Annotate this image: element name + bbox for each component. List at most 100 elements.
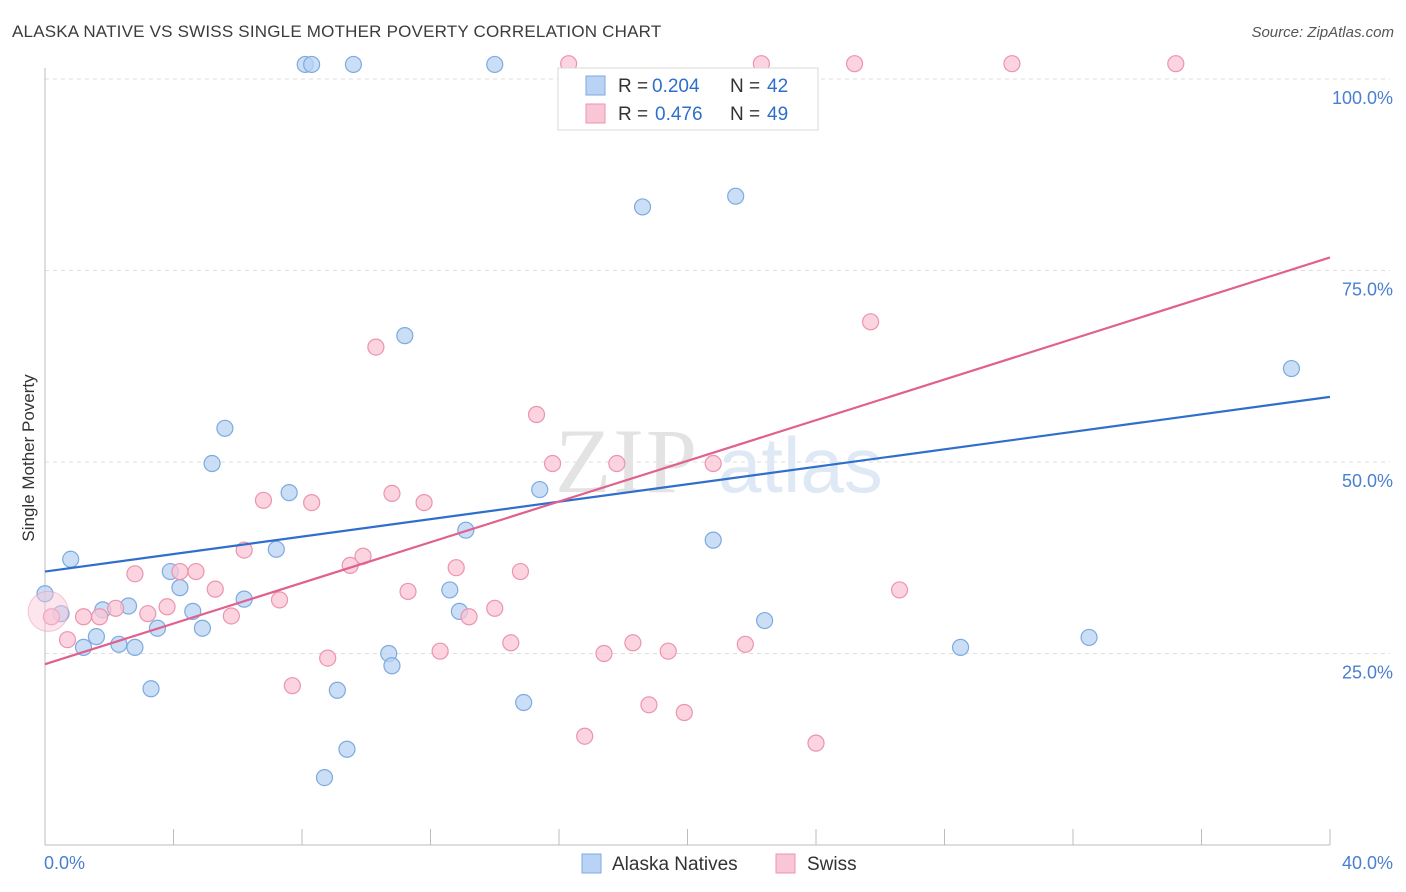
point-swiss-2 bbox=[74, 608, 93, 626]
point-alaska-28 bbox=[396, 327, 414, 345]
point-swiss-39 bbox=[675, 703, 693, 722]
legend-top: R = 0.204 N = 42 R = 0.476 N = 49 bbox=[557, 67, 819, 131]
point-alaska-41 bbox=[1282, 359, 1301, 378]
point-swiss-21 bbox=[383, 484, 401, 503]
point-alaska-34 bbox=[531, 480, 549, 499]
point-alaska-33 bbox=[515, 693, 533, 712]
point-swiss-16 bbox=[303, 493, 321, 512]
y-tick-label-75: 75.0% bbox=[1342, 280, 1393, 300]
point-alaska-12 bbox=[171, 579, 189, 597]
point-swiss-33 bbox=[576, 727, 594, 745]
point-swiss-45 bbox=[862, 313, 880, 331]
point-swiss-15 bbox=[283, 677, 301, 695]
point-alaska-16 bbox=[216, 419, 234, 437]
point-alaska-40 bbox=[1080, 628, 1098, 647]
point-alaska-36 bbox=[704, 531, 722, 549]
x-tick-label-min: 0.0% bbox=[44, 853, 85, 873]
point-swiss-1 bbox=[58, 631, 77, 649]
point-swiss-10 bbox=[206, 580, 224, 598]
point-swiss-34 bbox=[595, 644, 613, 663]
point-alaska-9 bbox=[142, 680, 160, 698]
point-swiss-17 bbox=[319, 649, 337, 667]
point-swiss-44 bbox=[845, 55, 864, 73]
point-swiss-37 bbox=[640, 696, 658, 714]
point-swiss-3 bbox=[91, 608, 109, 626]
point-swiss-35 bbox=[608, 454, 626, 473]
point-swiss-43 bbox=[807, 734, 825, 752]
point-swiss-11 bbox=[222, 607, 240, 625]
legend-bottom: Alaska Natives Swiss bbox=[581, 853, 857, 875]
legend-swatch-alaska bbox=[585, 75, 606, 96]
point-swiss-47 bbox=[1003, 55, 1021, 73]
point-swiss-26 bbox=[460, 608, 478, 626]
point-alaska-35 bbox=[633, 198, 652, 216]
point-alaska-27 bbox=[383, 657, 401, 675]
point-alaska-37 bbox=[727, 187, 745, 205]
legend-bottom-swatch-swiss bbox=[775, 853, 796, 874]
y-axis-title: Single Mother Poverty bbox=[19, 374, 38, 542]
point-alaska-24 bbox=[338, 740, 356, 758]
axes-layer bbox=[44, 68, 1331, 846]
point-swiss-25 bbox=[447, 559, 465, 577]
point-swiss-cluster bbox=[27, 590, 69, 632]
point-swiss-8 bbox=[171, 562, 189, 581]
labels-layer: 25.0% 50.0% 75.0% 100.0% 0.0% 40.0% Single Mot… bbox=[19, 88, 1393, 873]
trend-layer bbox=[44, 256, 1331, 666]
legend-r-value-alaska: 0.204 bbox=[652, 76, 700, 97]
point-swiss-27 bbox=[486, 599, 504, 617]
point-swiss-29 bbox=[511, 562, 530, 581]
legend-n-value-alaska: 42 bbox=[767, 76, 788, 97]
point-alaska-4 bbox=[87, 628, 106, 646]
point-swiss-41 bbox=[736, 635, 754, 653]
watermark-atlas: atlas bbox=[718, 421, 883, 509]
point-swiss-4 bbox=[107, 599, 125, 617]
point-alaska-15 bbox=[203, 454, 221, 473]
legend-swatch-swiss bbox=[585, 103, 606, 124]
point-alaska-21 bbox=[303, 55, 321, 74]
source-note: Source: ZipAtlas.com bbox=[1251, 24, 1394, 41]
point-swiss-23 bbox=[415, 493, 433, 512]
point-swiss-7 bbox=[158, 598, 176, 616]
x-tick-label-max: 40.0% bbox=[1342, 853, 1393, 873]
point-swiss-31 bbox=[543, 454, 562, 473]
point-swiss-20 bbox=[367, 338, 385, 356]
point-alaska-39 bbox=[951, 638, 970, 656]
point-swiss-48 bbox=[1167, 55, 1185, 73]
grid-layer bbox=[45, 78, 1390, 654]
trendline-alaska bbox=[44, 395, 1331, 573]
point-alaska-22 bbox=[315, 768, 334, 787]
trendline-swiss bbox=[44, 256, 1331, 666]
legend-n-label-alaska: N = bbox=[730, 76, 760, 97]
point-alaska-14 bbox=[193, 619, 212, 637]
point-swiss-6 bbox=[139, 605, 157, 623]
point-alaska-29 bbox=[441, 581, 459, 599]
point-swiss-22 bbox=[399, 582, 417, 601]
y-tick-label-100: 100.0% bbox=[1332, 88, 1393, 108]
point-alaska-32 bbox=[486, 55, 504, 74]
point-swiss-40 bbox=[704, 454, 722, 473]
y-tick-label-50: 50.0% bbox=[1342, 471, 1393, 491]
point-alaska-2 bbox=[62, 550, 80, 568]
point-alaska-19 bbox=[280, 484, 298, 502]
point-swiss-0 bbox=[42, 608, 61, 626]
legend-n-value-swiss: 49 bbox=[767, 104, 788, 125]
point-swiss-5 bbox=[126, 565, 144, 583]
point-swiss-30 bbox=[527, 405, 546, 424]
point-alaska-38 bbox=[755, 611, 774, 630]
point-alaska-8 bbox=[126, 638, 144, 656]
y-tick-label-25: 25.0% bbox=[1342, 663, 1393, 683]
point-swiss-14 bbox=[270, 591, 289, 609]
point-alaska-0 bbox=[36, 585, 54, 603]
point-swiss-36 bbox=[624, 634, 642, 652]
chart-title: ALASKA NATIVE VS SWISS SINGLE MOTHER POV… bbox=[12, 22, 662, 41]
legend-r-label-alaska: R = bbox=[618, 76, 648, 97]
point-alaska-25 bbox=[344, 55, 362, 74]
legend-bottom-label-alaska: Alaska Natives bbox=[612, 854, 738, 875]
legend-r-label-swiss: R = bbox=[618, 104, 648, 125]
legend-n-label-swiss: N = bbox=[730, 104, 760, 125]
point-swiss-13 bbox=[254, 491, 273, 509]
legend-bottom-swatch-alaska bbox=[581, 853, 602, 874]
point-swiss-46 bbox=[890, 581, 909, 599]
watermark: ZIP atlas bbox=[555, 410, 883, 512]
